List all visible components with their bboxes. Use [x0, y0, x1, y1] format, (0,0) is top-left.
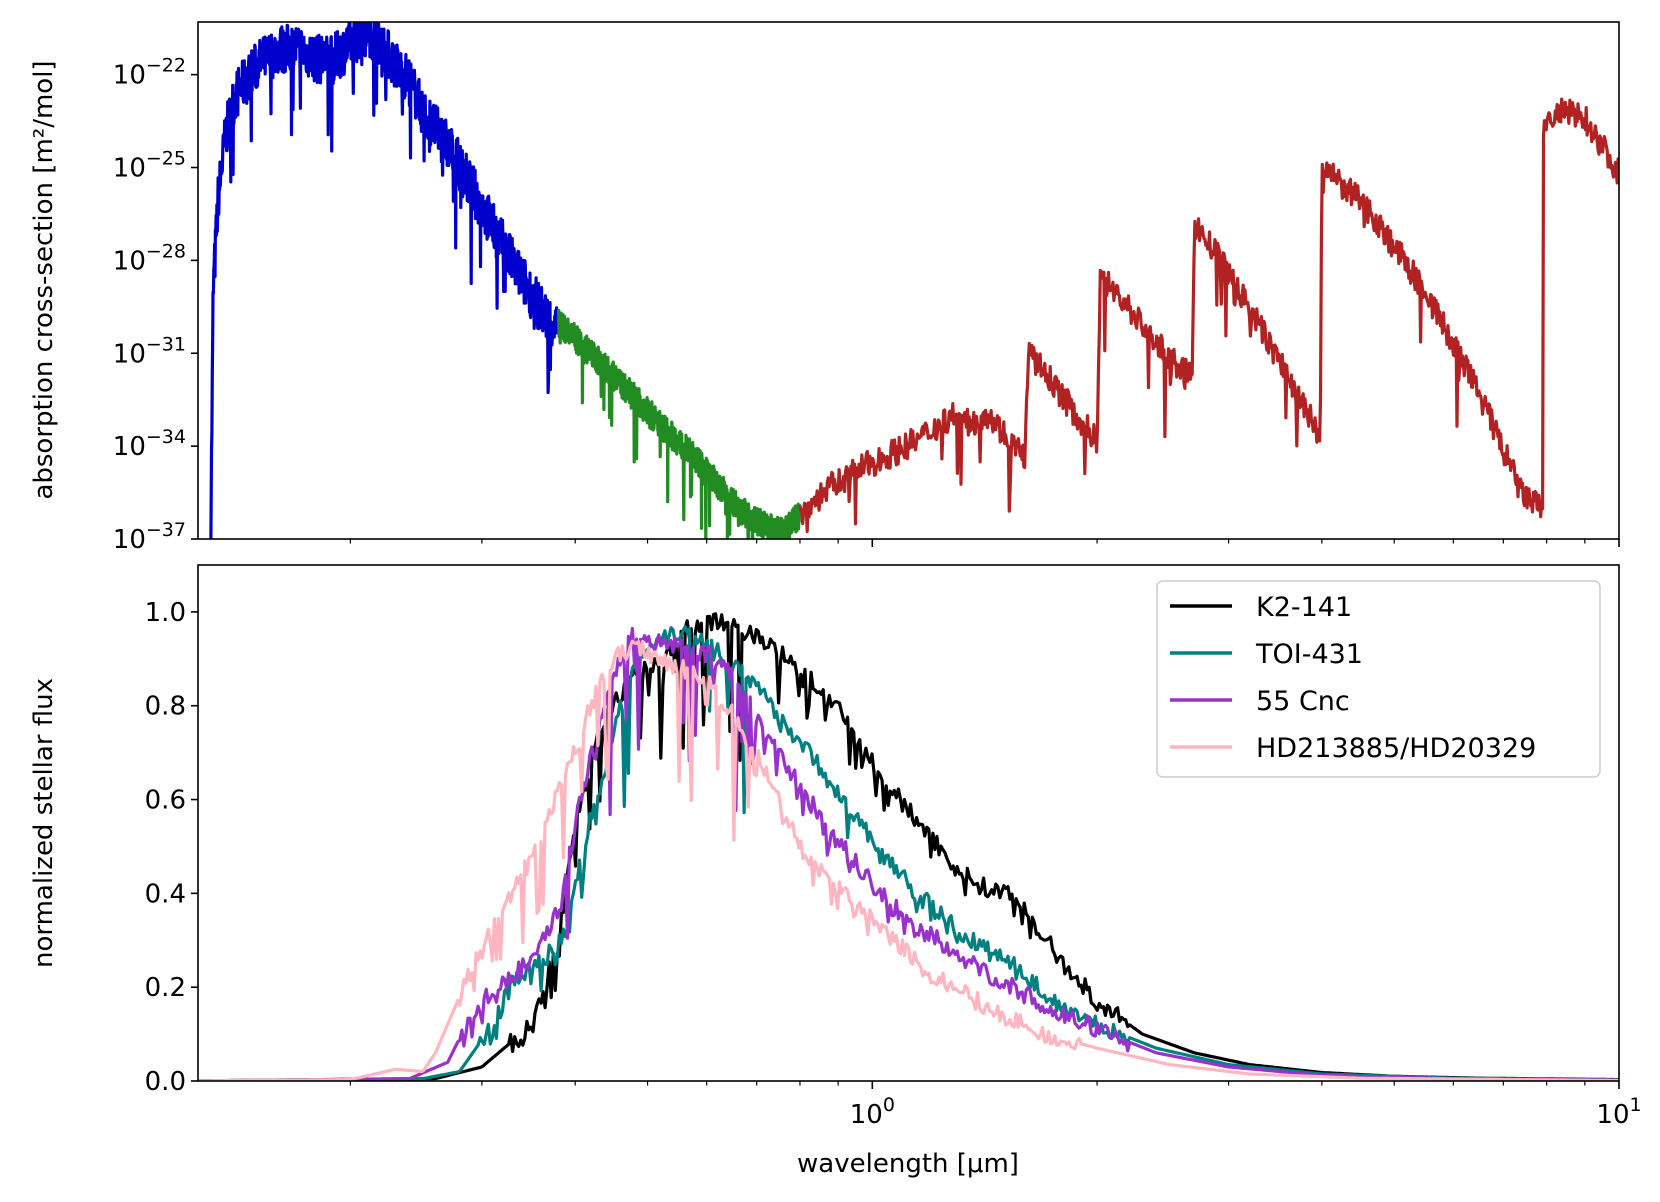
bottom-x-tick-label: 101 — [1596, 1094, 1641, 1130]
top-series-uv — [209, 22, 561, 539]
bottom-y-tick-label: 0.2 — [145, 973, 186, 1003]
legend-frame — [1156, 580, 1601, 778]
bottom-y-axis-label: normalized stellar flux — [29, 678, 59, 968]
top-y-tick-label: 10−31 — [113, 333, 186, 369]
legend-label: K2-141 — [1256, 592, 1352, 623]
top-y-tick-label: 10−22 — [113, 55, 186, 91]
top-series-visible — [557, 309, 802, 539]
top-axes-frame — [197, 21, 1620, 540]
bottom-axes-frame — [197, 564, 1620, 1082]
bottom-y-tick-label: 1.0 — [145, 598, 186, 628]
legend-label: TOI-431 — [1255, 639, 1363, 670]
bottom-y-tick-label: 0.8 — [145, 692, 186, 722]
bottom-y-tick-label: 0.4 — [145, 879, 186, 909]
legend-label: 55 Cnc — [1256, 686, 1350, 717]
bottom-series-hd213885-hd20329 — [198, 639, 1619, 1081]
legend: K2-141 TOI-431 55 Cnc HD213885/HD20329 — [1156, 580, 1601, 778]
bottom-y-tick-label: 0.6 — [145, 786, 186, 816]
top-y-tick-label: 10−34 — [113, 426, 186, 462]
top-series-group — [209, 22, 1619, 539]
top-y-axis-label: absorption cross-section [m²/mol] — [29, 60, 59, 499]
bottom-y-tick-label: 0.0 — [145, 1067, 186, 1097]
legend-label: HD213885/HD20329 — [1256, 733, 1536, 764]
top-y-tick-label: 10−25 — [113, 148, 186, 184]
top-panel: 10−22 10−25 10−28 10−31 10−34 10−37 absorptio… — [29, 21, 1620, 555]
bottom-x-tick-label: 100 — [850, 1094, 895, 1130]
bottom-ticks: 0.0 0.2 0.4 0.6 0.8 1.0 100 101 — [145, 598, 1642, 1130]
top-series-ir — [798, 97, 1619, 534]
x-axis-label: wavelength [μm] — [797, 1149, 1019, 1179]
top-ticks: 10−22 10−25 10−28 10−31 10−34 10−37 — [113, 55, 1620, 555]
top-y-tick-label: 10−37 — [113, 519, 186, 555]
top-y-tick-label: 10−28 — [113, 240, 186, 276]
bottom-panel: 0.0 0.2 0.4 0.6 0.8 1.0 100 101 normalized stel… — [29, 564, 1642, 1179]
bottom-series-group — [198, 612, 1619, 1081]
